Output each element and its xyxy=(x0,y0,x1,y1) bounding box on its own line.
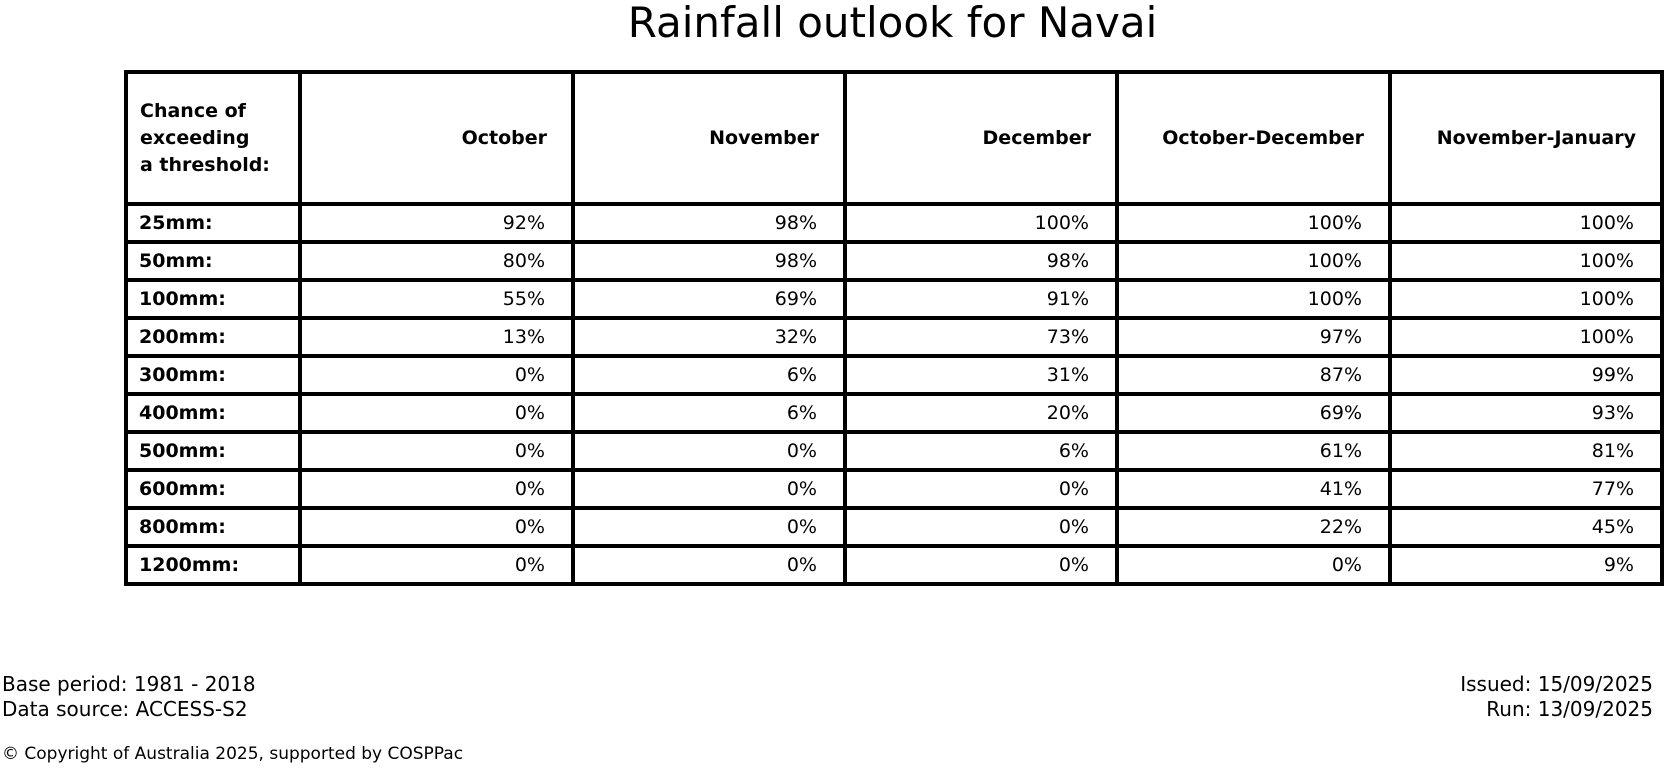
value-cell: 0% xyxy=(571,430,847,472)
value-cell: 100% xyxy=(1115,278,1392,320)
value-cell: 100% xyxy=(1388,240,1664,282)
value-cell: 0% xyxy=(298,544,575,586)
corner-header: Chance of exceeding a threshold: xyxy=(124,70,302,206)
row-label: 25mm: xyxy=(124,202,302,244)
column-header: October xyxy=(298,70,575,206)
value-cell: 0% xyxy=(843,506,1119,548)
value-cell: 0% xyxy=(843,468,1119,510)
table-row: 100mm: 55% 69% 91% 100% 100% xyxy=(124,278,1664,320)
page-title: Rainfall outlook for Navai xyxy=(627,0,1158,47)
value-cell: 98% xyxy=(571,240,847,282)
value-cell: 6% xyxy=(843,430,1119,472)
value-cell: 0% xyxy=(843,544,1119,586)
value-cell: 20% xyxy=(843,392,1119,434)
value-cell: 0% xyxy=(571,544,847,586)
value-cell: 41% xyxy=(1115,468,1392,510)
row-label: 100mm: xyxy=(124,278,302,320)
footer-left: Base period: 1981 - 2018 Data source: AC… xyxy=(2,672,256,722)
value-cell: 80% xyxy=(298,240,575,282)
value-cell: 100% xyxy=(1388,278,1664,320)
header-row: Chance of exceeding a threshold: October… xyxy=(124,70,1664,206)
table-row: 200mm: 13% 32% 73% 97% 100% xyxy=(124,316,1664,358)
row-label: 500mm: xyxy=(124,430,302,472)
value-cell: 92% xyxy=(298,202,575,244)
value-cell: 69% xyxy=(1115,392,1392,434)
column-header: December xyxy=(843,70,1119,206)
value-cell: 69% xyxy=(571,278,847,320)
value-cell: 0% xyxy=(298,506,575,548)
base-period-text: Base period: 1981 - 2018 xyxy=(2,672,256,696)
table-row: 50mm: 80% 98% 98% 100% 100% xyxy=(124,240,1664,282)
column-header: November-January xyxy=(1388,70,1664,206)
value-cell: 0% xyxy=(298,392,575,434)
value-cell: 100% xyxy=(1388,316,1664,358)
value-cell: 100% xyxy=(1115,240,1392,282)
row-label: 50mm: xyxy=(124,240,302,282)
value-cell: 97% xyxy=(1115,316,1392,358)
value-cell: 0% xyxy=(1115,544,1392,586)
value-cell: 100% xyxy=(1388,202,1664,244)
value-cell: 61% xyxy=(1115,430,1392,472)
value-cell: 13% xyxy=(298,316,575,358)
value-cell: 81% xyxy=(1388,430,1664,472)
table-row: 600mm: 0% 0% 0% 41% 77% xyxy=(124,468,1664,510)
value-cell: 55% xyxy=(298,278,575,320)
value-cell: 100% xyxy=(1115,202,1392,244)
row-label: 400mm: xyxy=(124,392,302,434)
value-cell: 98% xyxy=(843,240,1119,282)
table-row: 300mm: 0% 6% 31% 87% 99% xyxy=(124,354,1664,396)
value-cell: 6% xyxy=(571,392,847,434)
row-label: 300mm: xyxy=(124,354,302,396)
table-row: 1200mm: 0% 0% 0% 0% 9% xyxy=(124,544,1664,586)
value-cell: 99% xyxy=(1388,354,1664,396)
table-row: 25mm: 92% 98% 100% 100% 100% xyxy=(124,202,1664,244)
value-cell: 100% xyxy=(843,202,1119,244)
value-cell: 45% xyxy=(1388,506,1664,548)
table-body: 25mm: 92% 98% 100% 100% 100% 50mm: 80% 98% 98% 100… xyxy=(124,202,1664,586)
data-source-text: Data source: ACCESS-S2 xyxy=(2,697,248,721)
column-header: October-December xyxy=(1115,70,1392,206)
value-cell: 77% xyxy=(1388,468,1664,510)
table-row: 500mm: 0% 0% 6% 61% 81% xyxy=(124,430,1664,472)
table-row: 800mm: 0% 0% 0% 22% 45% xyxy=(124,506,1664,548)
row-label: 600mm: xyxy=(124,468,302,510)
column-header: November xyxy=(571,70,847,206)
value-cell: 0% xyxy=(298,468,575,510)
value-cell: 98% xyxy=(571,202,847,244)
table-row: 400mm: 0% 6% 20% 69% 93% xyxy=(124,392,1664,434)
value-cell: 87% xyxy=(1115,354,1392,396)
value-cell: 73% xyxy=(843,316,1119,358)
copyright-text: © Copyright of Australia 2025, supported… xyxy=(2,744,464,764)
value-cell: 93% xyxy=(1388,392,1664,434)
value-cell: 91% xyxy=(843,278,1119,320)
row-label: 1200mm: xyxy=(124,544,302,586)
issued-text: Issued: 15/09/2025 xyxy=(1460,672,1653,696)
row-label: 200mm: xyxy=(124,316,302,358)
footer-right: Issued: 15/09/2025 Run: 13/09/2025 xyxy=(1460,672,1653,722)
rainfall-outlook-table: Chance of exceeding a threshold: October… xyxy=(124,70,1664,586)
value-cell: 0% xyxy=(571,468,847,510)
value-cell: 32% xyxy=(571,316,847,358)
value-cell: 0% xyxy=(298,430,575,472)
value-cell: 9% xyxy=(1388,544,1664,586)
value-cell: 0% xyxy=(571,506,847,548)
value-cell: 0% xyxy=(298,354,575,396)
value-cell: 31% xyxy=(843,354,1119,396)
row-label: 800mm: xyxy=(124,506,302,548)
run-text: Run: 13/09/2025 xyxy=(1486,697,1653,721)
value-cell: 22% xyxy=(1115,506,1392,548)
value-cell: 6% xyxy=(571,354,847,396)
